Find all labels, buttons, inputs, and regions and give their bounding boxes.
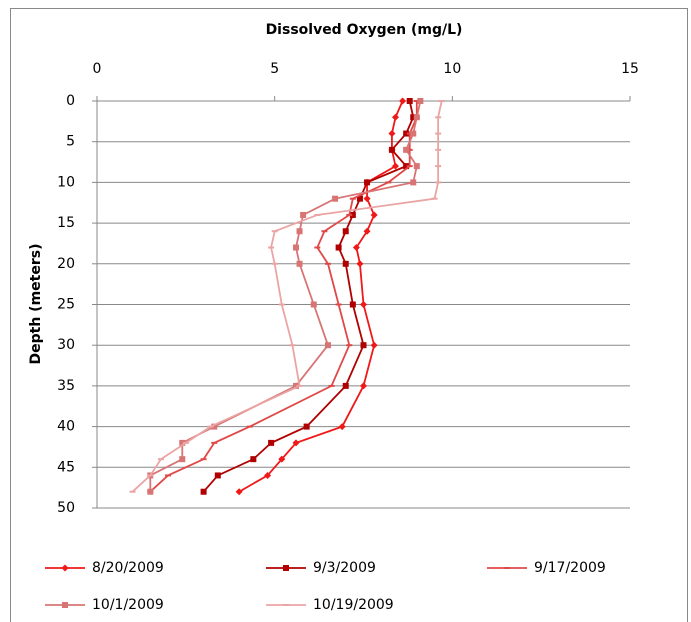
chart-title: Dissolved Oxygen (mg/L) — [266, 22, 463, 38]
legend-label: 10/1/2009 — [92, 597, 164, 613]
data-point — [391, 113, 399, 121]
data-point — [410, 114, 417, 121]
series-line — [149, 101, 418, 493]
data-point — [399, 97, 407, 105]
y-tick-label: 40 — [57, 419, 75, 435]
data-point — [391, 162, 399, 170]
y-tick-label: 20 — [57, 256, 75, 272]
x-tick-label: 0 — [93, 61, 102, 77]
series-line — [238, 100, 404, 493]
y-tick-label: 45 — [57, 459, 75, 475]
data-point — [406, 98, 413, 104]
data-point — [296, 260, 303, 267]
data-point — [342, 382, 349, 389]
data-point — [403, 146, 410, 153]
legend-marker — [61, 564, 69, 572]
legend-label: 10/19/2009 — [313, 597, 394, 613]
data-point — [417, 98, 424, 104]
data-point — [303, 423, 310, 430]
x-tick-label: 10 — [443, 61, 461, 77]
y-tick-label: 30 — [57, 337, 75, 353]
data-point — [352, 244, 360, 252]
x-tick-label: 15 — [621, 61, 639, 77]
data-point — [300, 211, 307, 218]
data-point — [410, 179, 417, 186]
data-point — [410, 130, 417, 137]
data-point — [360, 342, 367, 349]
data-point — [268, 439, 275, 446]
series-line — [149, 100, 422, 492]
data-point — [278, 455, 286, 463]
data-point — [250, 456, 257, 463]
data-point — [360, 301, 367, 308]
data-point — [342, 260, 349, 267]
y-axis-title: Depth (meters) — [28, 244, 44, 365]
data-point — [211, 423, 218, 430]
data-point — [363, 195, 371, 203]
y-tick-label: 10 — [57, 174, 75, 190]
data-point — [370, 211, 378, 219]
data-point — [356, 195, 363, 202]
legend-marker — [62, 602, 68, 608]
legend-label: 8/20/2009 — [92, 560, 164, 576]
data-point — [335, 244, 342, 251]
data-point — [349, 211, 356, 218]
y-tick-label: 50 — [57, 500, 75, 516]
chart-frame — [10, 8, 688, 622]
data-point — [403, 163, 410, 170]
data-point — [388, 130, 396, 138]
data-point — [324, 342, 331, 349]
data-point — [296, 228, 303, 235]
data-point — [413, 163, 420, 170]
data-point — [200, 488, 207, 495]
data-point — [264, 471, 272, 479]
data-point — [360, 382, 367, 390]
data-point — [364, 179, 371, 186]
data-point — [332, 195, 339, 202]
data-point — [338, 423, 346, 431]
data-point — [349, 301, 356, 308]
data-point — [403, 130, 410, 137]
legend-marker — [283, 565, 289, 571]
data-point — [388, 146, 395, 153]
data-point — [235, 488, 243, 496]
series-line — [131, 100, 443, 493]
data-point — [310, 301, 317, 308]
data-point — [292, 244, 299, 251]
data-point — [342, 228, 349, 235]
data-point — [370, 341, 378, 349]
data-point — [179, 439, 186, 446]
data-point — [356, 260, 364, 268]
legend-label: 9/3/2009 — [313, 560, 376, 576]
data-point — [292, 439, 300, 447]
y-tick-label: 0 — [66, 93, 75, 109]
y-tick-label: 25 — [57, 297, 75, 313]
y-tick-label: 35 — [57, 378, 75, 394]
data-point — [413, 114, 420, 121]
data-point — [179, 456, 186, 463]
data-point — [214, 472, 221, 479]
y-tick-label: 5 — [66, 134, 75, 150]
y-tick-label: 15 — [57, 215, 75, 231]
data-point — [292, 382, 299, 389]
legend-label: 9/17/2009 — [534, 560, 606, 576]
x-tick-label: 5 — [270, 61, 279, 77]
data-point — [363, 227, 371, 235]
data-point — [147, 488, 154, 495]
